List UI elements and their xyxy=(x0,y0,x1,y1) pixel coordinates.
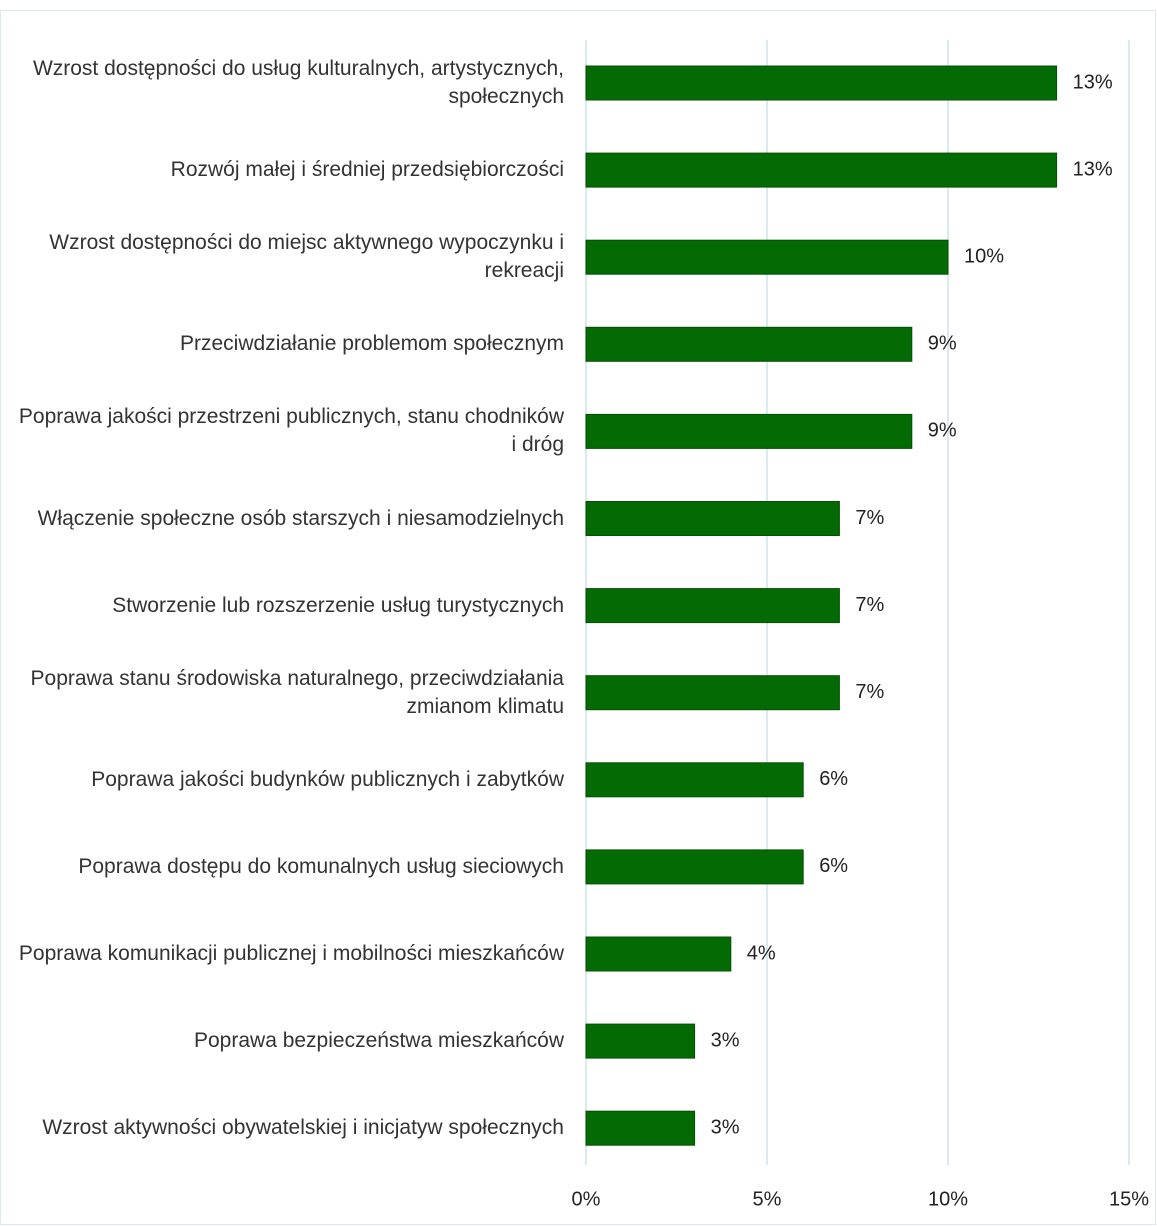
x-tick-label: 10% xyxy=(928,1188,968,1210)
value-label: 6% xyxy=(819,855,848,877)
category-label: Wzrost aktywności obywatelskiej i inicja… xyxy=(42,1116,564,1140)
value-label: 7% xyxy=(855,507,884,529)
bar xyxy=(585,936,732,972)
bar xyxy=(585,413,913,449)
value-label: 7% xyxy=(855,681,884,703)
category-label: Wzrost dostępności do usług kulturalnych… xyxy=(32,57,564,108)
bar xyxy=(585,762,804,798)
value-label: 3% xyxy=(711,1029,740,1051)
bar xyxy=(585,1110,696,1146)
bar xyxy=(585,588,840,624)
bar xyxy=(585,152,1058,188)
category-label: Przeciwdziałanie problemom społecznym xyxy=(180,332,564,356)
x-tick-label: 5% xyxy=(753,1188,782,1210)
category-label: Poprawa bezpieczeństwa mieszkańców xyxy=(193,1029,564,1053)
value-label: 6% xyxy=(819,768,848,790)
bar xyxy=(585,326,913,362)
value-label: 7% xyxy=(855,594,884,616)
category-label: Poprawa jakości przestrzeni publicznych,… xyxy=(18,405,564,457)
value-label: 9% xyxy=(928,333,957,355)
value-label: 9% xyxy=(928,420,957,442)
value-label: 4% xyxy=(747,942,776,964)
value-label: 13% xyxy=(1073,71,1113,93)
x-tick-label: 0% xyxy=(572,1188,601,1210)
x-tick-label: 15% xyxy=(1109,1188,1149,1210)
category-label: Rozwój małej i średniej przedsiębiorczoś… xyxy=(170,158,564,182)
category-label: Stworzenie lub rozszerzenie usług turyst… xyxy=(112,593,564,617)
bar xyxy=(585,501,840,536)
category-label: Poprawa stanu środowiska naturalnego, pr… xyxy=(30,666,564,718)
bar xyxy=(585,239,949,275)
bar xyxy=(585,675,840,711)
category-label: Poprawa jakości budynków publicznych i z… xyxy=(91,767,564,791)
category-label: Poprawa dostępu do komunalnych usług sie… xyxy=(78,854,564,878)
category-label: Włączenie społeczne osób starszych i nie… xyxy=(37,506,564,530)
bar xyxy=(585,1023,696,1059)
value-label: 13% xyxy=(1073,158,1113,180)
value-label: 10% xyxy=(964,245,1004,267)
frame xyxy=(0,10,1156,1225)
value-label: 3% xyxy=(711,1116,740,1138)
category-label: Wzrost dostępności do miejsc aktywnego w… xyxy=(49,231,564,283)
category-label: Poprawa komunikacji publicznej i mobilno… xyxy=(18,942,564,965)
bar xyxy=(585,65,1058,101)
bar xyxy=(585,849,804,885)
